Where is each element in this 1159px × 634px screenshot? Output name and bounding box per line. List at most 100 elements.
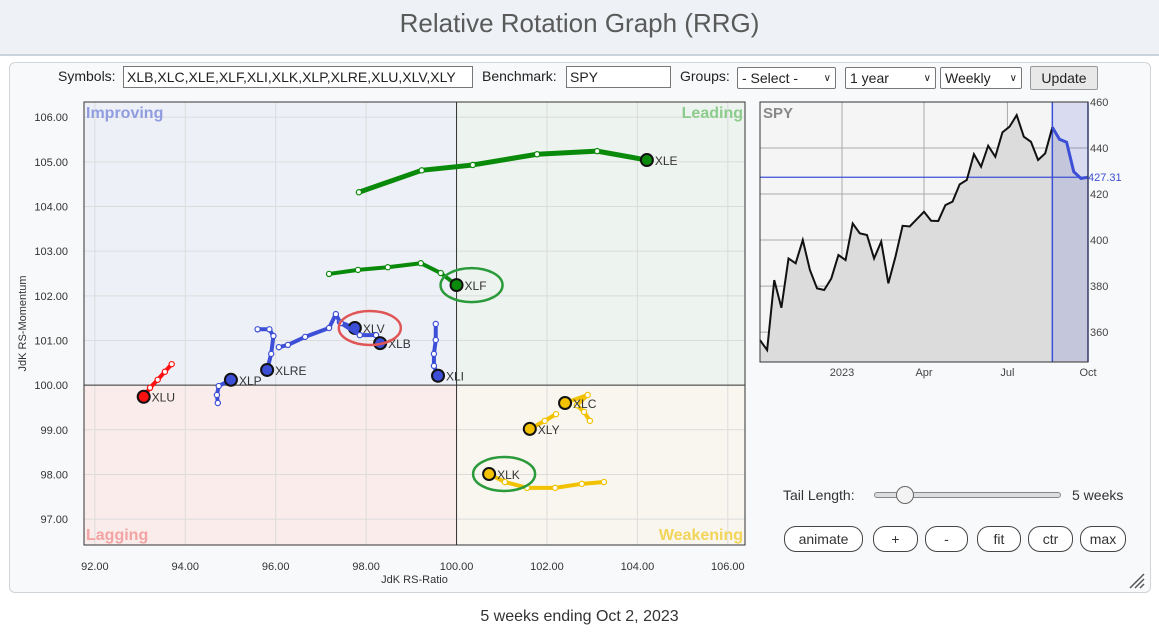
y-tick-label: 106.00	[34, 112, 68, 124]
x-axis-label: JdK RS-Ratio	[381, 574, 448, 586]
page-title: Relative Rotation Graph (RRG)	[399, 8, 760, 38]
trail-point	[213, 391, 221, 399]
y-tick-label: 100.00	[34, 380, 68, 392]
trail-xlu: XLU	[136, 360, 175, 405]
symbol-label: XLF	[465, 279, 487, 293]
footer-caption: 5 weeks ending Oct 2, 2023	[480, 608, 679, 625]
trail-point	[214, 399, 222, 407]
trail-xlre: XLRE	[254, 326, 306, 378]
trail-point	[578, 480, 585, 488]
trail-point	[355, 189, 363, 196]
symbol-label: XLB	[388, 337, 411, 351]
zoom-out-button[interactable]: -	[925, 526, 968, 552]
symbol-label: XLP	[239, 374, 262, 388]
symbols-label: Symbols:	[58, 68, 116, 84]
resize-handle-icon[interactable]	[1126, 570, 1146, 590]
trail-point	[580, 408, 588, 416]
symbol-head-xli	[431, 368, 446, 383]
x-tick-label: 104.00	[621, 561, 655, 573]
trail-xlp: XLP	[213, 372, 262, 407]
symbol-head-xle	[639, 153, 654, 168]
tail-length-slider[interactable]	[874, 486, 1061, 504]
tail-length-value: 5 weeks	[1072, 487, 1124, 503]
chevron-down-icon: ∨	[923, 72, 931, 84]
y-tick-label: 97.00	[40, 514, 68, 526]
x-tick-label: 98.00	[352, 561, 380, 573]
y-tick-label: 105.00	[34, 157, 68, 169]
quadrant-label-lagging: Lagging	[86, 527, 148, 544]
x-tick-label: 2023	[830, 367, 854, 379]
groups-select[interactable]: - Select - ∨	[737, 67, 836, 89]
symbol-label: XLE	[655, 154, 678, 168]
y-tick-label: 104.00	[34, 201, 68, 213]
frequency-select[interactable]: Weekly ∨	[940, 67, 1022, 89]
x-tick-label: Oct	[1079, 367, 1096, 379]
quadrant-label-weakening: Weakening	[659, 527, 743, 544]
slider-thumb[interactable]	[895, 486, 914, 504]
y-axis-label: JdK RS-Momentum	[17, 276, 29, 372]
period-value: 1 year	[850, 70, 889, 86]
trail-point	[270, 332, 277, 340]
trail-point	[600, 478, 608, 486]
benchmark-chart: 360 380 400 420 440 460 2023 Apr Jul Oct 427.31 SPY	[759, 97, 1122, 379]
y-tick-label: 440	[1090, 143, 1108, 155]
symbols-input[interactable]: XLB,XLC,XLE,XLF,XLI,XLK,XLP,XLRE,XLU,XLV…	[123, 66, 473, 88]
y-tick-label: 99.00	[40, 425, 68, 437]
trail-point	[267, 350, 275, 358]
symbol-head-xlu	[136, 389, 151, 404]
trail-point	[356, 331, 363, 339]
trail-point	[552, 410, 560, 418]
benchmark-label: Benchmark:	[482, 68, 557, 84]
trail-point	[417, 260, 425, 267]
benchmark-input[interactable]: SPY	[566, 66, 671, 88]
trail-point	[168, 360, 175, 368]
update-button[interactable]: Update	[1030, 66, 1098, 90]
symbol-head-xlp	[223, 372, 238, 387]
trail-point	[586, 417, 594, 425]
highlight-ellipse-xlv	[337, 309, 403, 347]
rrg-chart[interactable]: 92.00 94.00 96.00 98.00 100.00 102.00 104.00 10…	[0, 0, 760, 600]
trail-point	[354, 266, 362, 274]
x-tick-label: 102.00	[530, 561, 564, 573]
fit-button[interactable]: fit	[977, 526, 1021, 552]
period-select[interactable]: 1 year ∨	[845, 67, 936, 89]
frequency-value: Weekly	[945, 70, 991, 86]
trail-point	[469, 161, 477, 169]
y-tick-label: 460	[1090, 97, 1108, 109]
highlight-ellipse-xlf	[439, 266, 504, 304]
x-tick-label: 92.00	[81, 561, 109, 573]
symbol-head-xly	[522, 421, 537, 436]
max-button[interactable]: max	[1080, 526, 1126, 552]
trail-line	[327, 261, 459, 288]
benchmark-border	[759, 101, 1089, 363]
trail-point	[430, 362, 438, 370]
x-tick-label: Jul	[1000, 367, 1014, 379]
trail-point	[573, 402, 581, 409]
trail-point	[301, 333, 309, 341]
y-tick-label: 380	[1090, 281, 1108, 293]
x-tick-label: Apr	[915, 367, 932, 379]
quadrant-weakening	[456, 385, 745, 545]
highlight-ellipse-xlk	[471, 455, 537, 493]
trail-point	[584, 391, 591, 399]
last-value-label: 427.31	[1088, 172, 1122, 184]
animate-button[interactable]: animate	[784, 526, 863, 552]
symbol-label: XLC	[573, 397, 597, 411]
tail-length-label: Tail Length:	[783, 487, 855, 503]
center-button[interactable]: ctr	[1028, 526, 1073, 552]
zoom-in-button[interactable]: +	[873, 526, 918, 552]
symbol-head-xlc	[558, 395, 573, 410]
y-tick-label: 102.00	[34, 291, 68, 303]
trail-xly: XLY	[522, 410, 560, 437]
quadrant-label-improving: Improving	[86, 105, 163, 122]
tail-window	[1052, 102, 1088, 362]
symbol-label: XLI	[446, 370, 464, 384]
trail-point	[275, 343, 283, 351]
trail-xli: XLI	[430, 320, 464, 384]
trail-point	[432, 336, 439, 344]
x-tick-label: 94.00	[172, 561, 200, 573]
symbol-label: XLV	[363, 322, 385, 336]
trail-point	[146, 384, 154, 392]
trail-point	[384, 264, 392, 271]
symbol-head-xlre	[260, 362, 275, 377]
